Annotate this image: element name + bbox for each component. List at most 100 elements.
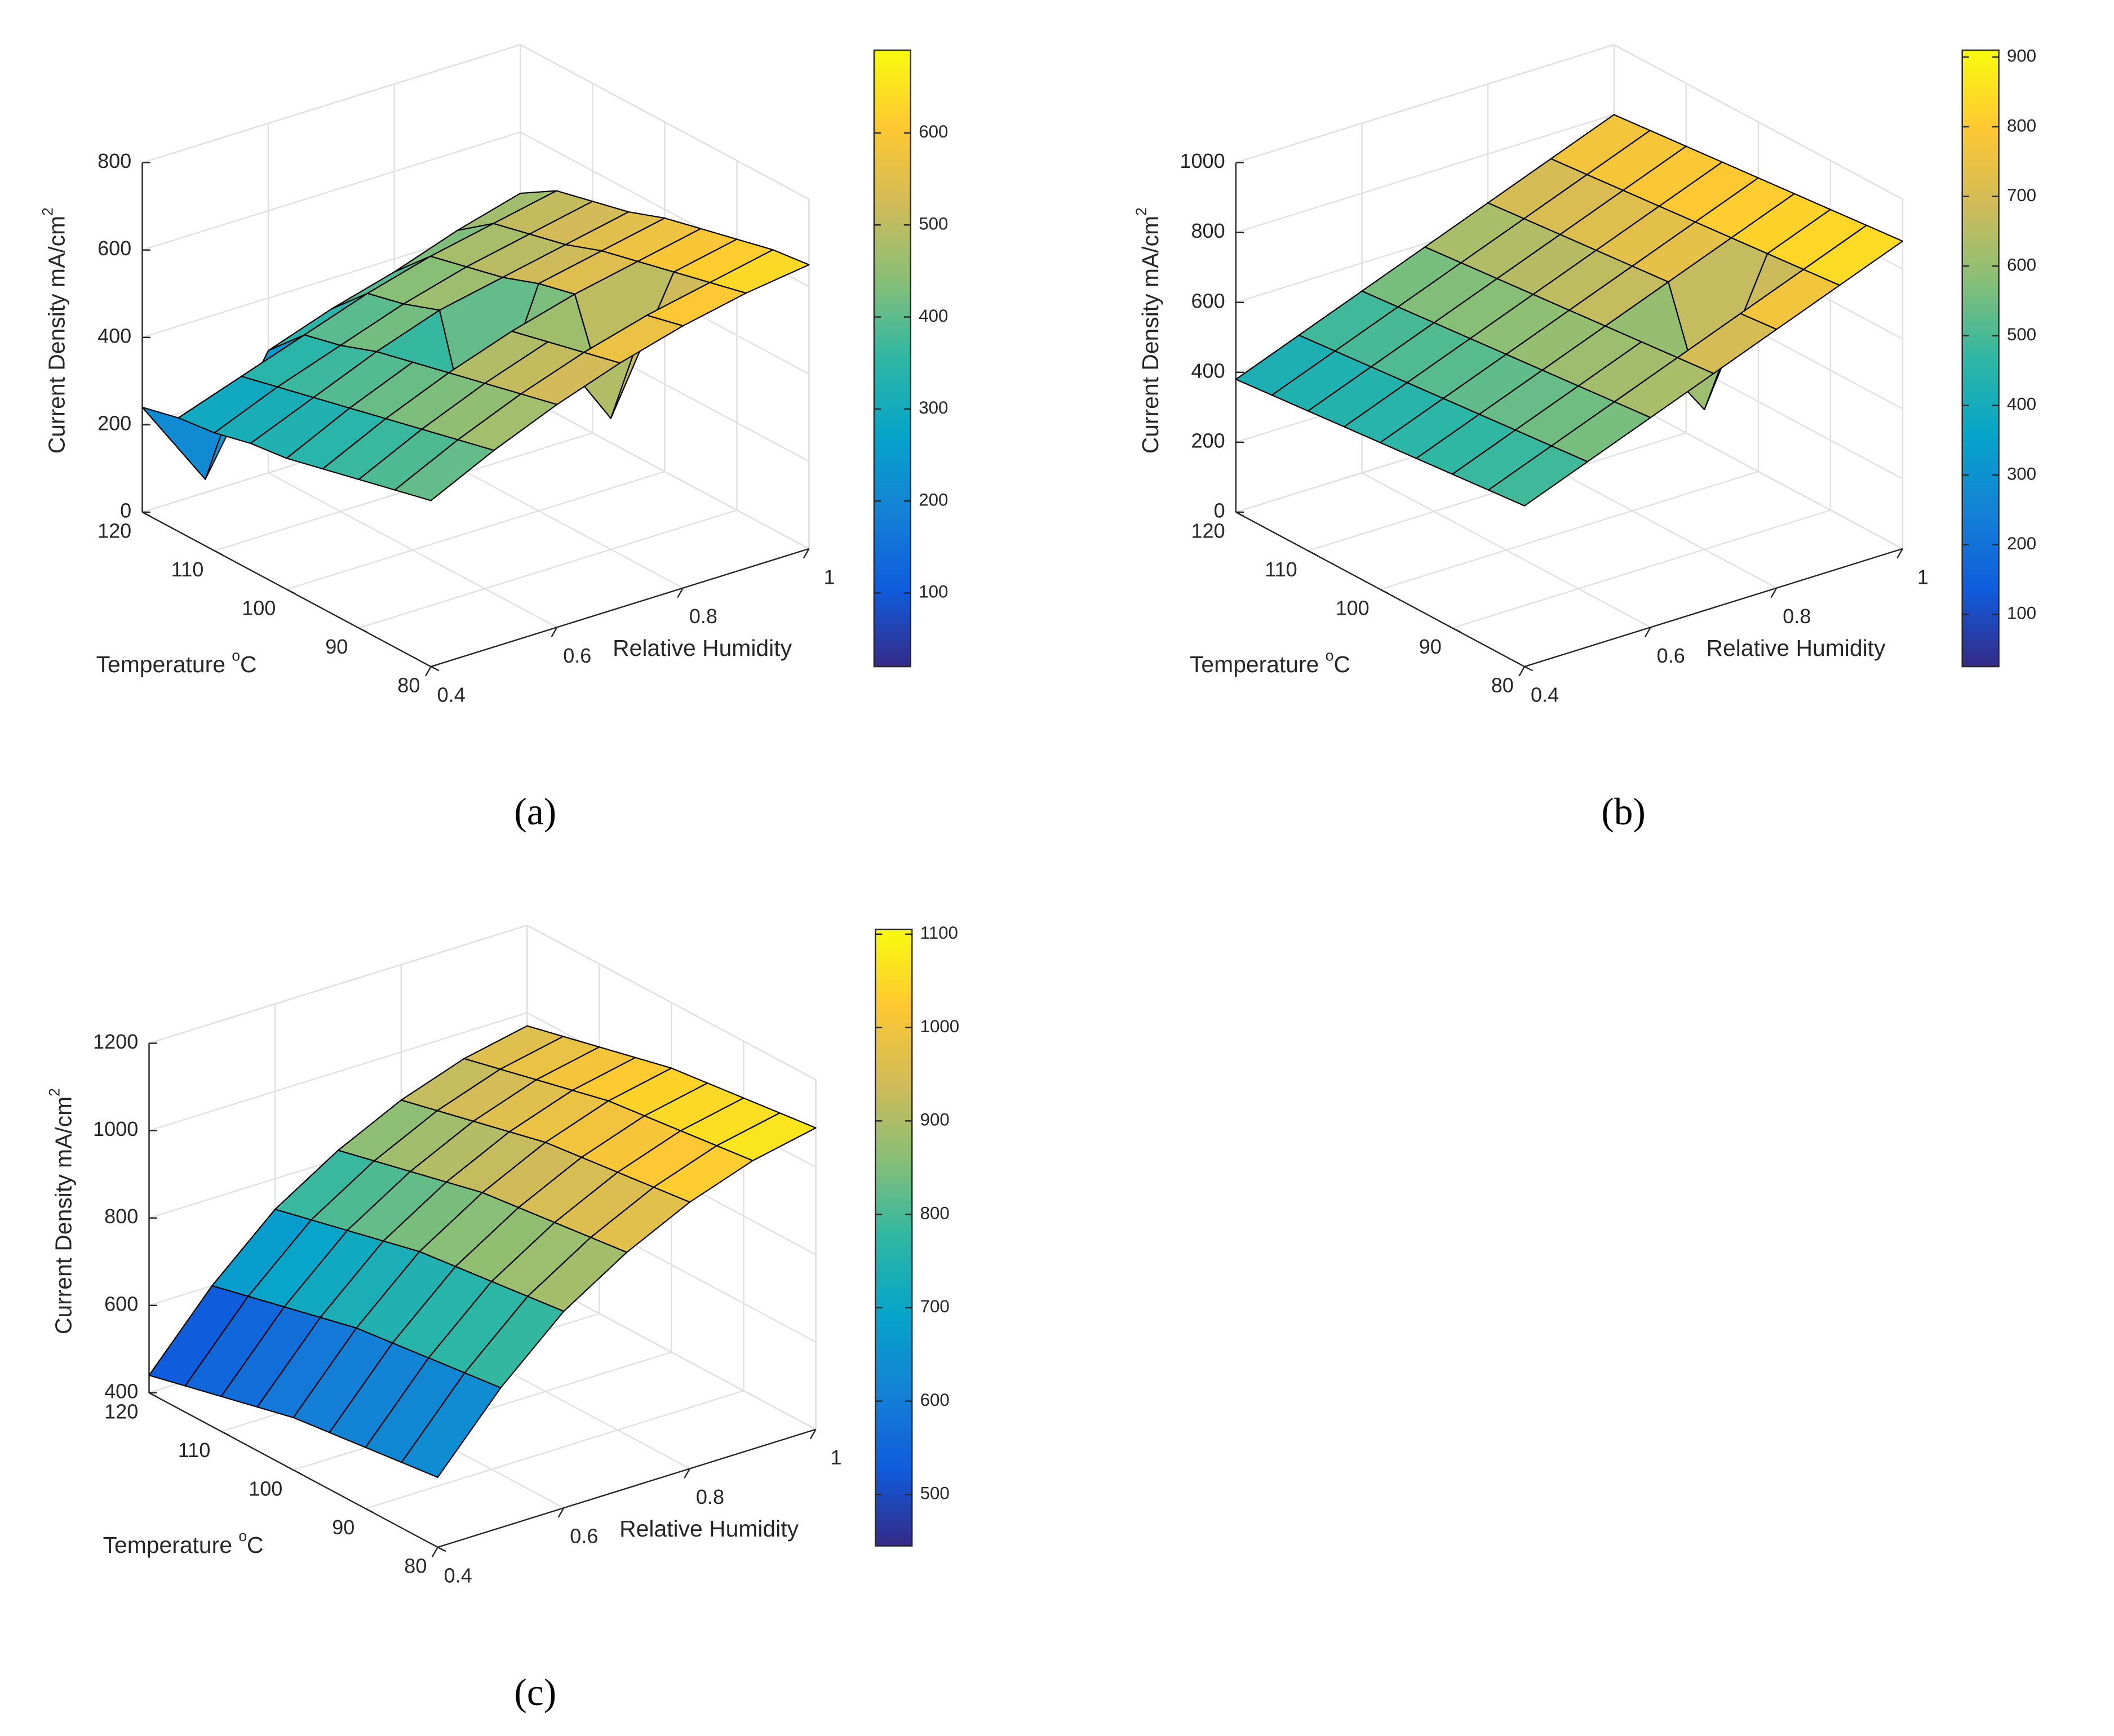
grid-line bbox=[1235, 114, 1615, 233]
z-tick-label: 600 bbox=[104, 1292, 138, 1315]
grid-line bbox=[526, 925, 817, 1081]
colorbar-tick-label: 1100 bbox=[920, 923, 958, 943]
y-axis-line bbox=[148, 1392, 438, 1548]
tick-mark bbox=[1770, 588, 1778, 598]
y-axis-line bbox=[141, 511, 432, 668]
colorbar-tick-label: 600 bbox=[2007, 255, 2036, 275]
y-axis-label-after: C bbox=[1333, 651, 1350, 677]
x-tick-label: 1 bbox=[1917, 565, 1929, 588]
colorbar-tick-label: 300 bbox=[2007, 464, 2036, 483]
z-axis-label-text: Current Density mA/cm bbox=[50, 1096, 76, 1334]
tick-mark bbox=[431, 665, 440, 672]
panel: 0.4 0.6 0.8 1 80 90 100 110 1200 200 400 600 800 1000… bbox=[1133, 44, 2036, 833]
y-axis-label-sup: o bbox=[232, 647, 240, 664]
z-axis-label: Current Density mA/cm2 bbox=[46, 1088, 77, 1334]
y-axis-label-after: C bbox=[240, 651, 257, 677]
y-tick-label: 120 bbox=[97, 520, 131, 543]
surface-patch bbox=[401, 1372, 502, 1479]
z-tick-label: 400 bbox=[1191, 359, 1225, 382]
y-tick-label: 80 bbox=[404, 1555, 427, 1578]
colorbar-tick-label: 700 bbox=[920, 1297, 950, 1316]
y-axis-label-after: C bbox=[247, 1532, 264, 1558]
colorbar-tick-label: 800 bbox=[2007, 116, 2036, 135]
grid-line bbox=[149, 1012, 528, 1131]
tick-mark bbox=[684, 1468, 690, 1479]
z-tick-label: 1000 bbox=[93, 1117, 138, 1140]
colorbar-tick-label: 300 bbox=[919, 398, 948, 418]
grid-line bbox=[1235, 44, 1615, 163]
grid-line bbox=[142, 131, 521, 251]
colorbar-tick-label: 400 bbox=[919, 306, 948, 326]
x-axis-label: Relative Humidity bbox=[613, 635, 792, 661]
y-tick-label: 100 bbox=[249, 1477, 282, 1500]
z-tick-label: 600 bbox=[97, 237, 131, 260]
z-axis-label: Current Density mA/cm2 bbox=[39, 207, 70, 454]
z-tick-label: 200 bbox=[1191, 429, 1225, 452]
z-axis-label-sup: 2 bbox=[46, 1088, 63, 1096]
x-axis-line bbox=[437, 1428, 816, 1548]
colorbar-tick-label: 100 bbox=[2007, 603, 2036, 623]
colorbar-tick-label: 500 bbox=[920, 1484, 950, 1503]
colorbar-tick-label: 600 bbox=[920, 1390, 950, 1410]
x-tick-label: 1 bbox=[831, 1446, 842, 1469]
tick-mark bbox=[1518, 666, 1526, 677]
z-axis-label: Current Density mA/cm2 bbox=[1133, 207, 1163, 454]
tick-mark bbox=[677, 588, 684, 598]
y-axis-label: Temperature oC bbox=[1190, 647, 1350, 677]
grid-line bbox=[520, 44, 810, 200]
z-axis-label-text: Current Density mA/cm bbox=[1137, 216, 1163, 454]
y-tick-label: 110 bbox=[171, 558, 203, 581]
y-tick-label: 100 bbox=[1336, 597, 1370, 620]
x-axis-label: Relative Humidity bbox=[619, 1516, 799, 1542]
x-tick-label: 0.4 bbox=[1531, 683, 1559, 707]
colorbar bbox=[873, 49, 912, 668]
tick-mark bbox=[1896, 548, 1903, 559]
z-tick-label: 0 bbox=[120, 499, 131, 522]
x-axis-label: Relative Humidity bbox=[1707, 635, 1886, 661]
grid-line bbox=[149, 925, 528, 1044]
colorbar-tick-label: 600 bbox=[919, 122, 948, 141]
y-tick-label: 120 bbox=[104, 1400, 138, 1423]
y-axis-label-text: Temperature bbox=[103, 1532, 239, 1558]
colorbar-tick-label: 900 bbox=[920, 1110, 950, 1130]
y-tick-label: 110 bbox=[178, 1438, 210, 1462]
colorbar-tick-label: 800 bbox=[920, 1203, 950, 1223]
z-tick-label: 400 bbox=[97, 324, 131, 347]
grid-line bbox=[142, 44, 521, 163]
y-tick-label: 90 bbox=[1419, 635, 1442, 658]
surface-patch bbox=[1487, 445, 1588, 507]
grid-line bbox=[1452, 509, 1831, 629]
z-tick-label: 800 bbox=[104, 1205, 138, 1228]
y-tick-label: 120 bbox=[1191, 520, 1225, 543]
surface-patch bbox=[394, 439, 495, 501]
x-tick-label: 0.8 bbox=[1783, 605, 1811, 628]
colorbar-tick-label: 200 bbox=[2007, 534, 2036, 553]
colorbar-tick-label: 900 bbox=[2007, 46, 2036, 66]
x-tick-label: 0.6 bbox=[1657, 644, 1685, 667]
grid-line bbox=[520, 393, 810, 549]
z-axis-label-text: Current Density mA/cm bbox=[43, 216, 69, 454]
colorbar-tick-label: 1000 bbox=[920, 1016, 960, 1036]
grid-line bbox=[1614, 393, 1903, 549]
z-axis-label-sup: 2 bbox=[39, 207, 56, 216]
x-tick-label: 0.4 bbox=[437, 683, 466, 707]
colorbar bbox=[1961, 49, 2000, 668]
grid-line bbox=[286, 470, 665, 590]
y-axis-line bbox=[1235, 511, 1525, 668]
tick-mark bbox=[1524, 665, 1534, 672]
x-tick-label: 0.8 bbox=[696, 1485, 724, 1508]
colorbar-tick-label: 200 bbox=[919, 490, 948, 509]
x-tick-label: 0.6 bbox=[563, 644, 591, 667]
z-tick-label: 400 bbox=[104, 1379, 138, 1402]
tick-mark bbox=[557, 1507, 565, 1518]
grid-line bbox=[358, 509, 737, 629]
z-axis-label-sup: 2 bbox=[1133, 207, 1150, 216]
z-tick-label: 800 bbox=[97, 149, 131, 172]
y-axis-label-sup: o bbox=[238, 1528, 247, 1544]
tick-mark bbox=[431, 1547, 438, 1557]
panel-label: (b) bbox=[1601, 791, 1646, 833]
panel-label: (c) bbox=[514, 1671, 556, 1713]
tick-mark bbox=[803, 548, 810, 559]
x-axis-line bbox=[431, 548, 809, 668]
x-tick-label: 0.6 bbox=[570, 1525, 598, 1548]
